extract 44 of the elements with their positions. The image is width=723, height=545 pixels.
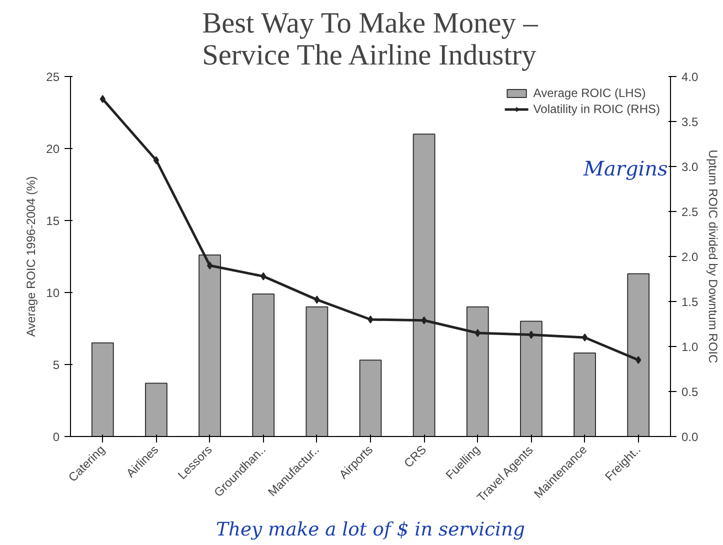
y-tick-label: 10 bbox=[46, 286, 60, 300]
bar bbox=[466, 306, 489, 436]
y-tick-label: 5 bbox=[52, 358, 60, 372]
legend-label: Volatility in ROIC (RHS) bbox=[533, 102, 660, 116]
y2-tick-label: 2.5 bbox=[682, 205, 699, 219]
y-tick-label: 15 bbox=[46, 214, 60, 228]
y-tick-label: 0 bbox=[52, 430, 60, 444]
text: They make a lot of $ in servicing bbox=[216, 520, 526, 540]
point bbox=[206, 262, 213, 270]
point bbox=[582, 334, 588, 342]
annotation: Margins bbox=[582, 156, 668, 180]
legend-label: Average ROIC (LHS) bbox=[533, 86, 646, 100]
y-tick-label: 20 bbox=[46, 142, 60, 156]
y2-tick-label: 4.0 bbox=[682, 70, 699, 84]
y2-tick-label: 3.0 bbox=[682, 160, 699, 174]
point bbox=[260, 272, 266, 280]
y2-tick-label: 2.0 bbox=[682, 250, 699, 264]
bar bbox=[574, 352, 596, 436]
y2-tick-label: 1.0 bbox=[682, 340, 699, 354]
bar bbox=[627, 273, 650, 436]
y2-axis-title: Uptum ROIC divided by Downtum ROIC bbox=[706, 150, 720, 364]
point bbox=[474, 329, 480, 337]
bar bbox=[198, 254, 221, 436]
y2-tick-label: 0.0 bbox=[682, 430, 699, 444]
bar bbox=[412, 134, 436, 436]
point bbox=[636, 356, 642, 364]
bar bbox=[520, 320, 542, 436]
bar bbox=[91, 342, 114, 436]
y-tick-label: 25 bbox=[46, 70, 60, 84]
point bbox=[368, 316, 374, 324]
bar bbox=[359, 360, 382, 436]
y-axis-title: Average ROIC 1996-2004 (%) bbox=[24, 176, 38, 337]
point bbox=[314, 296, 320, 304]
chart-title: Best Way To Make Money – Service The Airline Industry bbox=[202, 8, 538, 72]
point bbox=[528, 330, 534, 339]
y2-tick-label: 0.5 bbox=[682, 385, 699, 399]
bar bbox=[252, 293, 275, 436]
point bbox=[421, 316, 427, 324]
point bbox=[153, 156, 160, 164]
bar bbox=[145, 382, 168, 436]
bar bbox=[306, 306, 328, 436]
point bbox=[100, 95, 106, 103]
y2-tick-label: 1.5 bbox=[682, 295, 699, 309]
y2-tick-label: 3.5 bbox=[682, 115, 699, 129]
